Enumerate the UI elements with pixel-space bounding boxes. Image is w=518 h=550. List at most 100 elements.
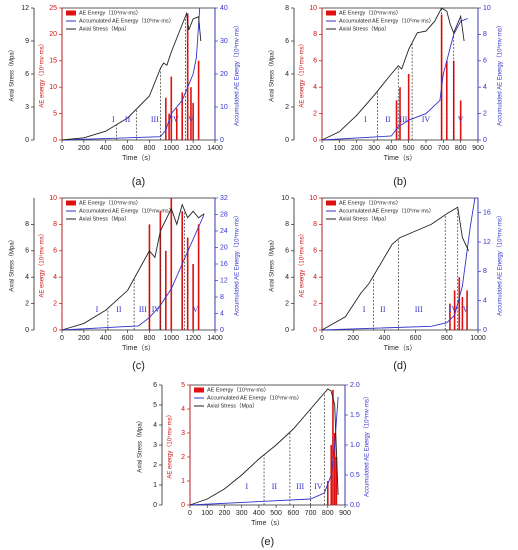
x-tick-label: 0: [60, 335, 64, 342]
y3-tick-label: 0: [53, 137, 57, 144]
x-tick-label: 400: [100, 145, 112, 152]
y-tick-label: 0: [285, 137, 289, 144]
stage-label: II: [380, 305, 386, 314]
x-axis-label: Time（s）: [251, 519, 284, 527]
y3-tick-label: 1: [181, 478, 185, 485]
y3-axis-label: AE energy（10⁴mv·ms）: [39, 40, 46, 107]
legend-entry: Accumulated AE Energy（10⁵mv·ms）: [339, 207, 434, 214]
stage-label: I: [364, 115, 367, 124]
x-tick-label: 300: [236, 510, 248, 517]
stage-label: V: [188, 115, 194, 124]
y-tick-label: 5: [153, 402, 157, 409]
legend-swatch: [326, 10, 336, 16]
ae-bar: [192, 103, 194, 140]
y-tick-label: 2: [285, 300, 289, 307]
stage-label: III: [415, 305, 423, 314]
y2-tick-label: 2: [483, 110, 487, 117]
y2-tick-label: 0: [483, 327, 487, 334]
x-tick-label: 1000: [163, 335, 179, 342]
y-tick-label: 2: [285, 104, 289, 111]
x-tick-label: 400: [379, 335, 391, 342]
ae-bar: [453, 290, 456, 330]
stage-label: IV: [152, 305, 161, 314]
legend-entry: AE Energy（10⁴mv·ms）: [339, 199, 401, 206]
series-line: [61, 7, 201, 141]
stage-label: V: [192, 305, 198, 314]
y2-tick-label: 10: [483, 5, 491, 12]
legend-swatch: [66, 200, 76, 206]
legend-entry: Axial Stress（Mpa）: [207, 402, 258, 409]
y2-tick-label: 20: [220, 244, 228, 251]
x-tick-label: 200: [347, 335, 359, 342]
ae-bar: [440, 14, 443, 141]
y2-tick-label: 24: [220, 228, 228, 235]
stage-label: IV: [170, 115, 179, 124]
y-axis-label: Axial Stress（Mpa）: [9, 236, 16, 291]
y2-tick-label: 4: [220, 310, 224, 317]
stage-label: I: [245, 482, 248, 491]
y2-tick-label: 12: [483, 239, 491, 246]
y-tick-label: 8: [25, 221, 29, 228]
y2-tick-label: 8: [483, 268, 487, 275]
y3-axis-label: AE energy（10⁴mv·ms）: [39, 230, 46, 297]
x-tick-label: 0: [188, 510, 192, 517]
y3-tick-label: 2: [181, 454, 185, 461]
ae-bar: [399, 87, 401, 140]
y3-tick-label: 10: [49, 84, 57, 91]
y-tick-label: 0: [285, 327, 289, 334]
x-tick-label: 200: [219, 510, 231, 517]
y-tick-label: 9: [25, 38, 29, 45]
y-tick-label: 10: [281, 195, 289, 202]
series-line: [321, 206, 470, 331]
panel-label: (a): [132, 176, 145, 188]
y2-tick-label: 40: [220, 5, 228, 12]
ae-bar: [165, 97, 167, 140]
x-tick-label: 200: [78, 145, 90, 152]
stage-label: V: [463, 305, 469, 314]
ae-bar: [186, 13, 189, 141]
series-line: [189, 396, 339, 506]
x-tick-label: 800: [455, 145, 467, 152]
x-tick-label: 400: [385, 145, 397, 152]
y-tick-label: 6: [153, 382, 157, 389]
x-tick-label: 800: [322, 510, 334, 517]
y3-tick-label: 10: [309, 195, 317, 202]
x-tick-label: 800: [441, 335, 453, 342]
legend-entry: AE Energy（10⁴mv·ms）: [79, 199, 141, 206]
ae-bar: [458, 277, 461, 330]
y2-tick-label: 10: [220, 104, 228, 111]
stage-label: IV: [422, 115, 431, 124]
x-tick-label: 600: [420, 145, 432, 152]
ae-bar: [333, 433, 336, 505]
x-tick-label: 600: [287, 510, 299, 517]
x-tick-label: 1000: [470, 335, 486, 342]
series-line: [321, 7, 465, 141]
x-tick-label: 400: [100, 335, 112, 342]
ae-bar: [175, 108, 178, 140]
x-tick-label: 1400: [207, 335, 223, 342]
x-tick-label: 900: [472, 145, 484, 152]
y-axis-label: Axial Stress（Mpa）: [9, 46, 16, 101]
legend-entry: Axial Stress（Mpa）: [339, 25, 390, 32]
y2-axis-label: Accumulated AE Energy（10⁵mv·ms）: [497, 212, 504, 316]
panel-label: (c): [132, 360, 145, 372]
y-tick-label: 6: [285, 38, 289, 45]
y3-tick-label: 6: [313, 58, 317, 65]
ae-bar: [165, 250, 167, 330]
panel-label: (b): [393, 176, 406, 188]
x-tick-label: 200: [351, 145, 363, 152]
y3-tick-label: 4: [313, 274, 317, 281]
series-line: [61, 11, 202, 141]
x-tick-label: 600: [410, 335, 422, 342]
ae-bar: [170, 198, 173, 330]
ae-bar: [326, 481, 329, 505]
y2-axis-label: Accumulated AE Energy（10⁵mv·ms）: [234, 22, 241, 126]
y-tick-label: 8: [285, 221, 289, 228]
y-tick-label: 2: [153, 462, 157, 469]
y-tick-label: 2: [25, 300, 29, 307]
legend-entry: AE Energy（10⁴mv·ms）: [207, 386, 269, 393]
stage-label: III: [151, 115, 159, 124]
legend-entry: Axial Stress（Mpa）: [339, 215, 390, 222]
y-tick-label: 0: [25, 327, 29, 334]
y2-tick-label: 20: [220, 71, 228, 78]
